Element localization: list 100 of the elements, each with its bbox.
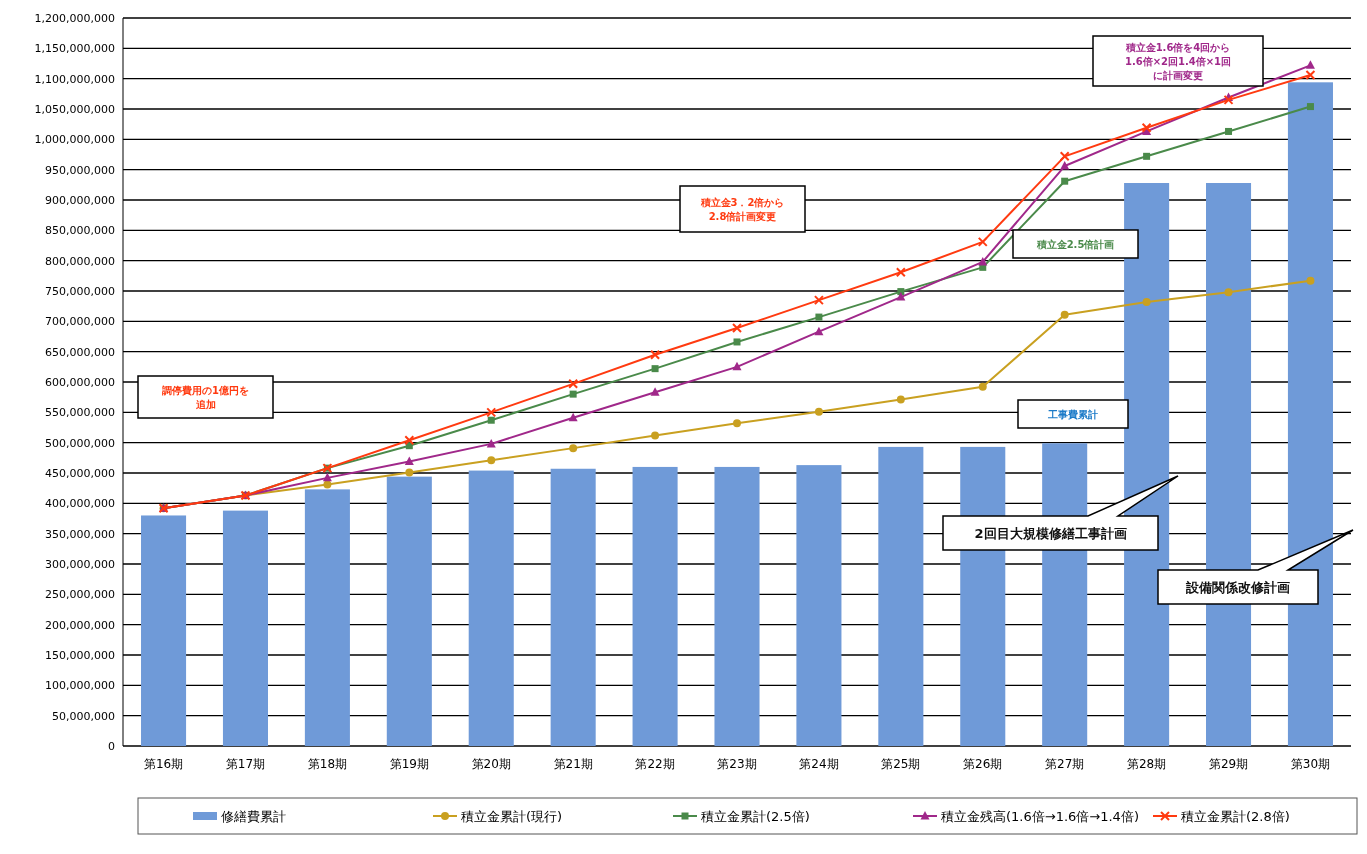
bar <box>632 466 678 746</box>
point <box>1141 122 1152 133</box>
x-tick-label: 第22期 <box>635 757 675 771</box>
annotation: 調停費用の1億円を追加 <box>161 384 249 410</box>
point <box>978 382 987 391</box>
y-tick-label: 1,000,000,000 <box>34 133 115 147</box>
point <box>1306 276 1315 285</box>
y-tick-label: 300,000,000 <box>45 557 115 571</box>
point <box>1142 297 1151 306</box>
y-tick-label: 450,000,000 <box>45 466 115 480</box>
legend-label: 積立金累計(2.8倍) <box>1181 808 1290 824</box>
annotation: 積立金2.5倍計画 <box>1035 238 1115 250</box>
annotation: 積立金1.6倍を4回から1.6倍×2回1.4倍×1回に計画変更 <box>1124 41 1232 81</box>
point <box>733 419 741 428</box>
x-tick-label: 第21期 <box>553 757 593 771</box>
y-tick-label: 250,000,000 <box>45 588 115 602</box>
x-tick-label: 第29期 <box>1208 757 1249 771</box>
bar <box>878 446 924 746</box>
x-tick-label: 第28期 <box>1126 757 1167 771</box>
y-tick-label: 800,000,000 <box>45 254 115 268</box>
x-tick-label: 第18期 <box>307 757 348 771</box>
x-tick-label: 第26期 <box>963 757 1003 771</box>
point <box>1305 60 1315 69</box>
bar <box>796 465 842 746</box>
y-tick-label: 150,000,000 <box>45 648 115 662</box>
y-tick-label: 350,000,000 <box>45 527 115 541</box>
y-tick-label: 50,000,000 <box>52 709 115 723</box>
point <box>1224 288 1233 297</box>
point <box>978 256 988 266</box>
x-tick-label: 第30期 <box>1290 757 1331 771</box>
point <box>897 288 905 296</box>
point <box>568 412 578 422</box>
point <box>813 295 824 306</box>
point <box>487 456 496 465</box>
point <box>733 338 741 346</box>
y-tick-label: 500,000,000 <box>45 436 115 450</box>
point <box>896 395 905 404</box>
point <box>486 407 497 418</box>
point <box>650 387 660 396</box>
y-tick-label: 950,000,000 <box>45 163 115 177</box>
point <box>569 444 578 453</box>
legend-label: 積立金累計(2.5倍) <box>701 808 810 824</box>
point <box>569 390 577 398</box>
y-tick-label: 1,200,000,000 <box>34 11 115 25</box>
point <box>487 416 495 424</box>
y-tick-label: 700,000,000 <box>45 315 115 329</box>
point <box>1305 70 1316 81</box>
y-tick-label: 100,000,000 <box>45 679 115 693</box>
point <box>1143 152 1151 160</box>
x-tick-label: 第24期 <box>799 757 839 771</box>
point <box>1060 310 1069 319</box>
legend-label: 修繕費累計 <box>221 808 286 824</box>
x-tick-label: 第17期 <box>225 757 266 771</box>
point <box>405 468 414 477</box>
legend-label: 積立金残高(1.6倍→1.6倍→1.4倍) <box>941 808 1139 824</box>
annotation: 工事費累計 <box>1047 408 1098 420</box>
point <box>650 349 661 360</box>
y-tick-label: 750,000,000 <box>45 284 115 298</box>
x-tick-label: 第27期 <box>1045 757 1085 771</box>
point <box>977 236 988 247</box>
point <box>814 326 824 336</box>
y-tick-label: 850,000,000 <box>45 224 115 238</box>
bar <box>304 489 350 746</box>
point <box>814 407 823 416</box>
point <box>322 472 332 482</box>
point <box>732 323 742 334</box>
y-tick-label: 600,000,000 <box>45 375 115 389</box>
bar <box>386 476 432 746</box>
y-tick-label: 200,000,000 <box>45 618 115 632</box>
y-tick-label: 1,150,000,000 <box>34 42 115 56</box>
annotation: 設備関係改修計画 <box>1185 579 1290 595</box>
bar <box>714 466 760 746</box>
bar <box>550 468 596 746</box>
y-tick-label: 650,000,000 <box>45 345 115 359</box>
point <box>1225 127 1233 135</box>
y-tick-label: 400,000,000 <box>45 497 115 511</box>
bar <box>141 515 187 746</box>
point <box>323 480 332 489</box>
point <box>1061 177 1069 185</box>
point <box>1306 103 1314 111</box>
point <box>1059 151 1070 162</box>
bar <box>222 510 268 746</box>
point <box>815 313 823 321</box>
y-tick-label: 0 <box>108 739 115 753</box>
x-tick-label: 第19期 <box>389 757 429 771</box>
point <box>1060 161 1070 170</box>
point <box>404 456 414 465</box>
bar <box>468 470 514 746</box>
y-tick-label: 1,100,000,000 <box>34 72 115 86</box>
y-tick-label: 1,050,000,000 <box>34 102 115 116</box>
point <box>404 435 415 446</box>
point <box>568 378 579 389</box>
point <box>651 431 660 440</box>
annotation: 積立金3．2倍から2.8倍計画変更 <box>699 196 785 222</box>
x-tick-label: 第25期 <box>881 757 921 771</box>
y-tick-label: 900,000,000 <box>45 193 115 207</box>
x-tick-label: 第16期 <box>143 757 184 771</box>
y-tick-label: 550,000,000 <box>45 406 115 420</box>
annotation: 2回目大規模修繕工事計画 <box>974 525 1127 541</box>
x-tick-label: 第23期 <box>717 757 757 771</box>
